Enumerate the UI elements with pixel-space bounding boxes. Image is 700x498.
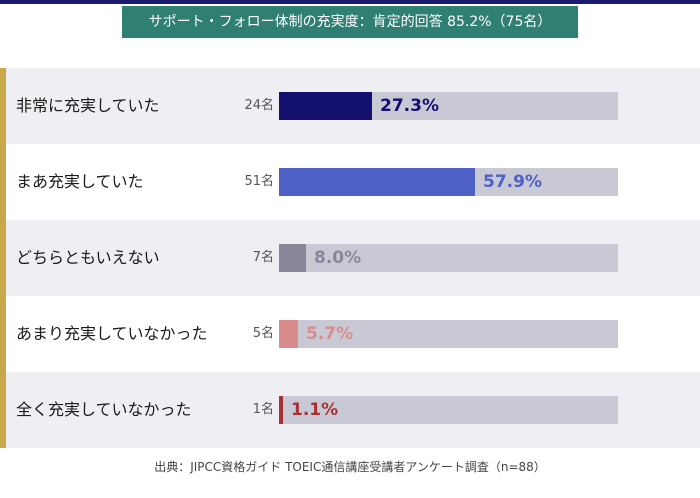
category-label: どちらともいえない [16,248,160,267]
respondent-count: 51名 [244,174,274,189]
top-accent-line [0,0,700,4]
respondent-count: 1名 [252,402,274,417]
bar-fill [279,92,372,120]
bar-track: 8.0% [279,244,618,272]
percent-label: 1.1% [291,400,339,420]
category-label: まあ充実していた [16,172,144,191]
bar-row: どちらともいえない 7名 8.0% [6,220,700,296]
respondent-count: 7名 [252,250,274,265]
bar-track: 27.3% [279,92,618,120]
chart-title: サポート・フォロー体制の充実度：肯定的回答 85.2%（75名） [122,6,578,38]
bar-track: 1.1% [279,396,618,424]
bar-fill [279,320,298,348]
left-accent-bar [0,68,6,448]
bar-fill [279,168,475,196]
percent-label: 8.0% [314,248,362,268]
category-label: 全く充実していなかった [16,400,192,419]
source-note: 出典：JIPCC資格ガイド TOEIC通信講座受講者アンケート調査（n=88） [154,460,546,474]
bar-track: 5.7% [279,320,618,348]
percent-label: 27.3% [380,96,439,116]
bar-fill [279,396,283,424]
category-label: 非常に充実していた [16,96,160,115]
bar-row: まあ充実していた 51名 57.9% [6,144,700,220]
bar-row: 全く充実していなかった 1名 1.1% [6,372,700,448]
percent-label: 5.7% [306,324,354,344]
category-label: あまり充実していなかった [16,324,208,343]
respondent-count: 24名 [244,98,274,113]
bar-row: 非常に充実していた 24名 27.3% [6,68,700,144]
bar-fill [279,244,306,272]
bar-row: あまり充実していなかった 5名 5.7% [6,296,700,372]
respondent-count: 5名 [252,326,274,341]
bar-track: 57.9% [279,168,618,196]
percent-label: 57.9% [483,172,542,192]
